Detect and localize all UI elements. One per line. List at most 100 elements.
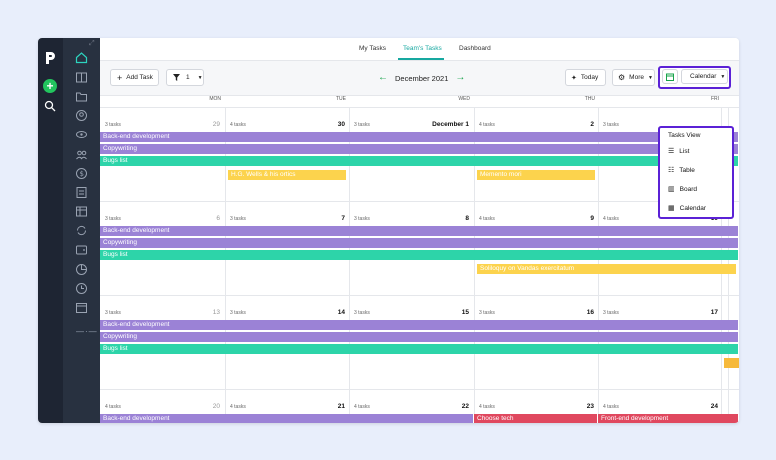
dropdown-title: Tasks View [668, 132, 701, 139]
task-bar[interactable]: Choose tech [474, 414, 597, 423]
svg-text:$: $ [80, 170, 84, 178]
column-divider [474, 107, 475, 423]
day-number: 17 [710, 309, 718, 316]
task-bar[interactable]: Memento mori [477, 170, 595, 180]
document-icon[interactable] [75, 186, 88, 199]
today-button[interactable]: ✦ Today [565, 69, 606, 86]
task-bar[interactable] [724, 358, 739, 368]
calendar-icon[interactable] [75, 301, 88, 314]
left-rail: + [38, 38, 63, 423]
view-option-table[interactable]: ☷ Table [668, 166, 695, 175]
user-icon[interactable] [75, 109, 88, 122]
sync-icon[interactable] [75, 224, 88, 237]
day-number: 23 [586, 403, 594, 410]
pie-chart-icon[interactable] [75, 263, 88, 276]
week-divider [100, 201, 739, 202]
task-bar[interactable]: Copywriting [100, 332, 738, 342]
view-icon-button[interactable] [662, 69, 678, 84]
current-month: December 2021 [395, 73, 449, 83]
task-bar[interactable]: Back-end development [100, 132, 738, 142]
tab-dashboard[interactable]: Dashboard [459, 45, 491, 52]
task-count: 4 tasks [603, 216, 619, 222]
column-divider [225, 107, 226, 423]
wallet-icon[interactable] [75, 243, 88, 256]
app-logo-icon[interactable] [44, 51, 56, 65]
prev-month-icon[interactable]: ← [378, 72, 388, 83]
day-number: 30 [337, 121, 345, 128]
task-count: 3 tasks [603, 310, 619, 316]
today-label: Today [580, 74, 599, 81]
day-header: MON [209, 96, 221, 102]
home-icon[interactable] [75, 51, 88, 64]
add-task-button[interactable]: + Add Task [110, 69, 159, 86]
tab-my-tasks[interactable]: My Tasks [359, 45, 386, 52]
task-bar[interactable]: Soliloquy on Vandas exercitatum [477, 264, 736, 274]
task-count: 4 tasks [603, 404, 619, 410]
task-count: 3 tasks [105, 216, 121, 222]
view-select-label: Calendar [690, 73, 717, 80]
task-count: 3 tasks [479, 310, 495, 316]
active-tab-underline [398, 58, 444, 60]
task-count: 3 tasks [354, 216, 370, 222]
task-count: 3 tasks [603, 122, 619, 128]
chevron-down-icon: ▼ [720, 73, 726, 80]
task-count: 3 tasks [354, 122, 370, 128]
day-number: 15 [461, 309, 469, 316]
day-number: 6 [216, 215, 220, 222]
dollar-icon[interactable]: $ [75, 167, 88, 180]
view-option-label: Calendar [679, 204, 707, 212]
view-option-list[interactable]: ☰ List [668, 147, 689, 156]
view-selector-highlight: Calendar ▼ [658, 66, 731, 89]
next-month-icon[interactable]: → [455, 72, 466, 83]
task-bar[interactable]: Front-end development [598, 414, 738, 423]
task-bar[interactable]: Back-end development [100, 226, 738, 236]
filter-count: 1 [186, 74, 190, 81]
tab-teams-tasks[interactable]: Team's Tasks [403, 45, 442, 52]
column-divider [349, 107, 350, 423]
folder-icon[interactable] [75, 90, 88, 103]
week-divider [100, 295, 739, 296]
create-plus-icon[interactable]: + [43, 79, 57, 93]
clock-icon[interactable] [75, 282, 88, 295]
view-option-board[interactable]: ▥ Board [668, 185, 697, 194]
view-option-calendar[interactable]: ▦ Calendar [668, 204, 707, 213]
task-count: 4 tasks [105, 404, 121, 410]
task-bar[interactable]: Bugs list [100, 156, 738, 166]
eye-icon[interactable] [75, 128, 88, 141]
task-bar[interactable]: Bugs list [100, 344, 738, 354]
expand-sidebar-icon[interactable]: ⤢ [89, 40, 95, 47]
view-select-button[interactable]: Calendar ▼ [681, 69, 728, 84]
filter-button[interactable]: 1 ▼ [166, 69, 204, 86]
table-icon[interactable] [75, 205, 88, 218]
task-count: 4 tasks [354, 404, 370, 410]
task-bar[interactable]: H.G. Wells & his ortics [228, 170, 346, 180]
task-count: 3 tasks [354, 310, 370, 316]
table-icon: ☷ [668, 167, 675, 174]
calendar-icon [666, 73, 674, 81]
tasks-view-dropdown: Tasks View ☰ List ☷ Table ▥ Board ▦ Cale… [658, 126, 734, 219]
day-number: 24 [710, 403, 718, 410]
week-divider [100, 389, 739, 390]
view-option-label: Table [679, 166, 695, 174]
day-number: 16 [586, 309, 594, 316]
task-bar[interactable]: Back-end development [100, 320, 738, 330]
day-number: 2 [590, 121, 594, 128]
search-icon[interactable] [44, 100, 56, 112]
team-icon[interactable] [75, 148, 88, 161]
day-number: 9 [590, 215, 594, 222]
more-dots-icon[interactable]: —·— [76, 327, 98, 336]
main-content: My Tasks Team's Tasks Dashboard + Add Ta… [100, 38, 739, 423]
task-count: 3 tasks [105, 122, 121, 128]
task-bar[interactable]: Back-end development [100, 414, 473, 423]
tasks-icon[interactable] [75, 71, 88, 84]
view-option-label: Board [679, 185, 697, 193]
list-icon: ☰ [668, 148, 675, 155]
more-button[interactable]: ⚙ More ▼ [612, 69, 655, 86]
task-bar[interactable]: Copywriting [100, 144, 738, 154]
task-bar[interactable]: Copywriting [100, 238, 738, 248]
day-header: FRI [710, 96, 719, 102]
day-number: December 1 [432, 121, 469, 128]
toolbar: + Add Task 1 ▼ ← December 2021 → ✦ Today… [100, 61, 739, 96]
task-bar[interactable]: Bugs list [100, 250, 738, 260]
day-header: TUE [336, 96, 346, 102]
